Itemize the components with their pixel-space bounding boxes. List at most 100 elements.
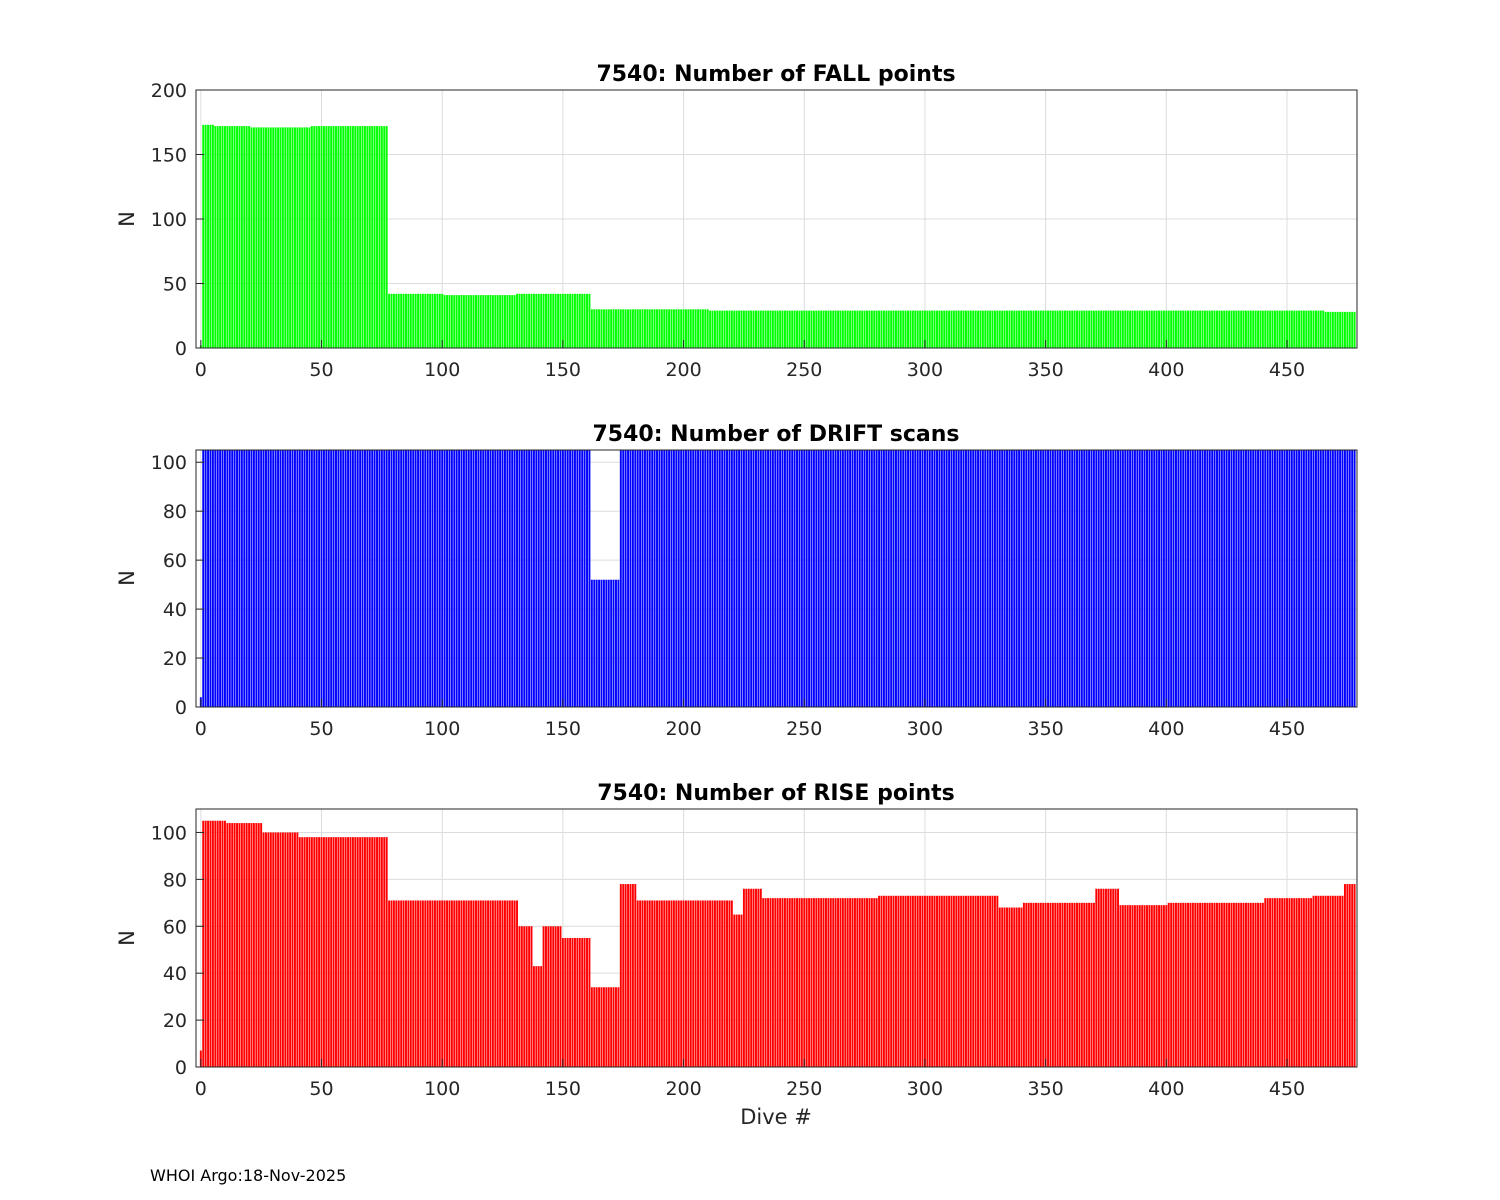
rise-bar-431 [1240, 902, 1243, 1067]
fall-bar-145 [549, 293, 552, 348]
fall-bar-239 [776, 310, 779, 348]
fall-x-tick-label-350: 350 [1027, 359, 1063, 381]
drift-bar-300 [923, 450, 926, 707]
drift-bar-179 [631, 450, 634, 707]
rise-bar-355 [1056, 902, 1059, 1067]
drift-bar-470 [1334, 450, 1337, 707]
fall-bar-111 [467, 295, 470, 348]
rise-bar-64 [354, 837, 357, 1067]
rise-bar-59 [342, 837, 345, 1067]
fall-bar-12 [228, 126, 231, 348]
drift-bar-278 [870, 450, 873, 707]
fall-bar-113 [472, 295, 475, 348]
drift-bar-451 [1288, 450, 1291, 707]
drift-bar-414 [1199, 450, 1202, 707]
rise-bar-182 [639, 900, 642, 1067]
fall-bar-153 [569, 293, 572, 348]
rise-bar-87 [409, 900, 412, 1067]
fall-bar-195 [670, 309, 673, 348]
fall-bar-437 [1254, 310, 1257, 348]
rise-x-tick-label-250: 250 [786, 1078, 822, 1100]
fall-bar-124 [499, 295, 502, 348]
rise-bar-79 [390, 900, 393, 1067]
fall-bar-44 [306, 127, 308, 348]
drift-bar-57 [337, 450, 340, 707]
rise-bar-22 [252, 823, 255, 1067]
drift-bar-312 [952, 450, 955, 707]
drift-bar-342 [1025, 450, 1028, 707]
rise-bar-70 [368, 837, 371, 1067]
drift-bar-34 [281, 450, 284, 707]
fall-bar-84 [402, 293, 405, 348]
rise-bar-282 [880, 895, 883, 1067]
rise-bar-438 [1257, 902, 1259, 1067]
rise-bar-404 [1175, 902, 1177, 1067]
drift-bar-186 [648, 450, 651, 707]
rise-bar-132 [518, 926, 521, 1067]
rise-bar-239 [776, 898, 779, 1067]
fall-bar-217 [723, 310, 726, 348]
fall-bar-102 [446, 295, 448, 348]
drift-x-tick-label-250: 250 [786, 718, 822, 740]
rise-bar-195 [670, 900, 673, 1067]
drift-bar-115 [477, 450, 480, 707]
fall-bar-166 [600, 309, 603, 348]
rise-bar-157 [578, 938, 581, 1067]
fall-bar-46 [310, 126, 313, 348]
fall-bar-465 [1322, 310, 1325, 348]
drift-bar-63 [351, 450, 354, 707]
rise-bar-171 [612, 987, 615, 1067]
drift-bar-221 [733, 450, 736, 707]
drift-bar-238 [774, 450, 777, 707]
drift-bar-159 [583, 450, 586, 707]
drift-bar-55 [332, 450, 335, 707]
rise-bar-422 [1218, 902, 1221, 1067]
drift-bar-213 [713, 450, 716, 707]
rise-bar-398 [1160, 905, 1163, 1067]
fall-bar-117 [482, 295, 485, 348]
drift-bar-423 [1220, 450, 1223, 707]
fall-bar-293 [907, 310, 910, 348]
drift-bar-167 [602, 579, 605, 707]
rise-bar-352 [1049, 902, 1052, 1067]
rise-bar-102 [446, 900, 448, 1067]
drift-bar-469 [1331, 450, 1334, 707]
fall-bar-141 [540, 293, 543, 348]
drift-bar-410 [1189, 450, 1192, 707]
fall-x-tick-label-300: 300 [907, 359, 943, 381]
rise-bar-163 [593, 987, 596, 1067]
rise-bar-147 [554, 926, 557, 1067]
fall-bar-422 [1218, 310, 1221, 348]
drift-bar-230 [755, 450, 757, 707]
drift-bar-215 [718, 450, 721, 707]
rise-bar-34 [281, 832, 284, 1067]
fall-bar-326 [986, 310, 989, 348]
fall-bar-198 [677, 309, 680, 348]
drift-bar-347 [1037, 450, 1040, 707]
drift-bar-176 [624, 450, 627, 707]
drift-bar-45 [308, 450, 311, 707]
drift-bar-64 [354, 450, 357, 707]
drift-bar-37 [289, 450, 292, 707]
drift-bar-384 [1126, 450, 1129, 707]
fall-bar-71 [371, 126, 374, 348]
drift-bar-254 [812, 450, 815, 707]
drift-bar-164 [595, 579, 598, 707]
drift-bar-125 [501, 450, 504, 707]
rise-bar-21 [250, 823, 253, 1067]
drift-bar-454 [1295, 450, 1298, 707]
fall-bar-438 [1257, 310, 1259, 348]
fall-bar-319 [969, 310, 972, 348]
drift-bar-441 [1264, 450, 1267, 707]
rise-bar-30 [272, 832, 275, 1067]
drift-bar-93 [424, 450, 427, 707]
rise-bar-14 [233, 823, 236, 1067]
drift-bar-259 [825, 450, 827, 707]
drift-bar-422 [1218, 450, 1221, 707]
drift-bar-474 [1343, 450, 1346, 707]
rise-bar-80 [392, 900, 395, 1067]
fall-bar-321 [974, 310, 977, 348]
drift-bar-369 [1090, 450, 1093, 707]
drift-bar-218 [726, 450, 728, 707]
fall-bar-175 [622, 309, 625, 348]
